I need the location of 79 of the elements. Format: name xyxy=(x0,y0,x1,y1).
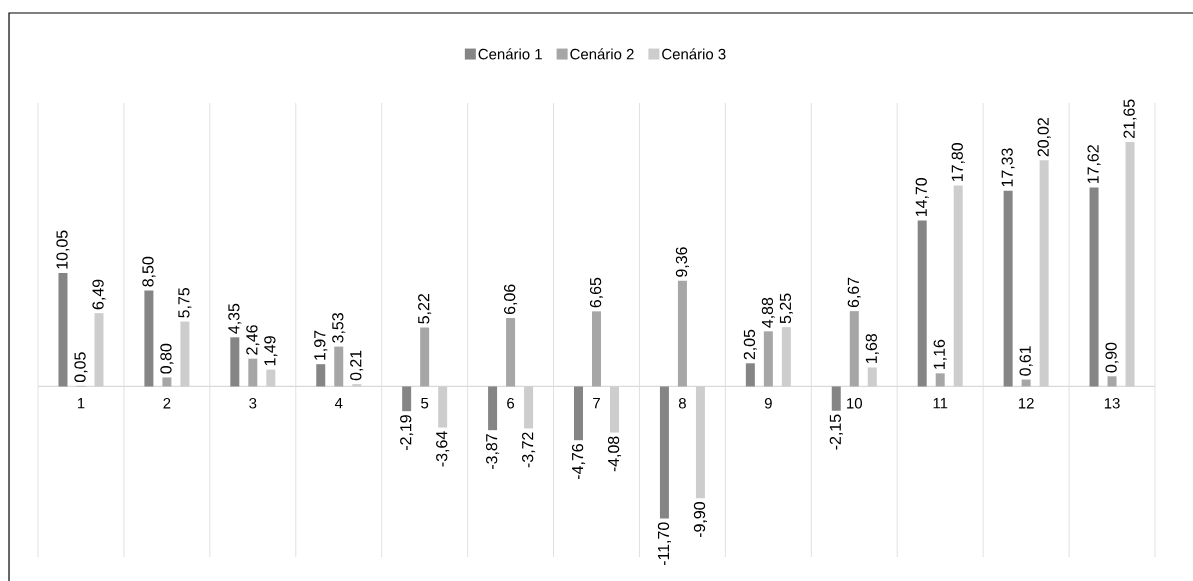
bar xyxy=(917,220,927,387)
x-tick-label: 13 xyxy=(1104,397,1120,409)
data-label: 9,36 xyxy=(675,247,689,277)
data-label: 1,16 xyxy=(933,339,947,369)
x-tick-label: 5 xyxy=(421,397,429,409)
data-label: 0,05 xyxy=(74,352,88,383)
x-tick-label: 4 xyxy=(334,397,343,409)
bar xyxy=(763,331,773,387)
data-label: -11,70 xyxy=(657,522,671,566)
data-label: -2,15 xyxy=(829,414,843,450)
data-label: -4,08 xyxy=(607,436,622,472)
data-label: 5,75 xyxy=(178,287,192,318)
bar xyxy=(831,386,841,411)
bar xyxy=(402,386,412,412)
data-label: 1,49 xyxy=(264,336,278,366)
data-label: 0,80 xyxy=(160,343,174,374)
data-label: 0,21 xyxy=(350,350,364,381)
bar xyxy=(248,358,258,387)
data-label: 21,65 xyxy=(1123,99,1137,138)
data-label: 14,70 xyxy=(915,177,929,217)
bar xyxy=(592,311,601,387)
data-label: 6,49 xyxy=(92,279,106,310)
data-label: 17,62 xyxy=(1087,145,1101,184)
data-label: 8,50 xyxy=(142,256,156,287)
data-label: 1,97 xyxy=(314,330,328,360)
data-label: -3,64 xyxy=(436,431,450,467)
data-label: 2,46 xyxy=(246,325,260,355)
bar xyxy=(162,377,172,387)
data-label: 4,88 xyxy=(761,297,775,328)
x-tick-label: 11 xyxy=(933,397,948,409)
x-tick-label: 9 xyxy=(764,397,772,409)
bar xyxy=(935,373,945,387)
bar xyxy=(677,280,687,387)
x-tick-label: 7 xyxy=(593,397,600,409)
bar xyxy=(1003,190,1013,387)
bar xyxy=(745,363,755,387)
data-label: 5,25 xyxy=(779,293,793,324)
bar xyxy=(334,346,344,387)
x-tick-label: 8 xyxy=(678,397,686,409)
bar xyxy=(574,386,584,441)
data-label: 6,67 xyxy=(847,277,861,308)
bar xyxy=(58,272,68,387)
bar xyxy=(144,290,154,387)
data-label: 10,05 xyxy=(56,230,70,269)
data-label: 1,68 xyxy=(865,333,879,364)
x-tick-label: 2 xyxy=(163,397,171,409)
data-label: 4,35 xyxy=(228,303,242,334)
data-label: 20,02 xyxy=(1037,118,1051,157)
data-label: 17,33 xyxy=(1001,148,1015,187)
legend-label: Cenário 3 xyxy=(662,48,726,60)
data-label: -2,19 xyxy=(400,415,414,451)
data-label: 0,90 xyxy=(1105,342,1119,373)
bar xyxy=(506,318,516,387)
x-tick-label: 12 xyxy=(1018,397,1034,409)
bar xyxy=(1089,187,1099,387)
bar xyxy=(488,386,498,431)
bar xyxy=(420,327,430,387)
data-label: 2,05 xyxy=(743,329,757,360)
x-tick-label: 3 xyxy=(249,397,257,409)
data-label: 5,22 xyxy=(418,294,432,324)
data-label: 17,80 xyxy=(951,142,965,182)
bar xyxy=(316,364,326,387)
data-label: 3,53 xyxy=(332,313,346,343)
x-tick-label: 1 xyxy=(77,397,85,409)
bar xyxy=(849,311,859,387)
data-label: -4,76 xyxy=(571,444,586,480)
data-label: 6,65 xyxy=(589,277,604,308)
legend-label: Cenário 1 xyxy=(478,48,542,60)
data-label: -3,87 xyxy=(486,434,500,469)
x-tick-label: 10 xyxy=(847,397,862,409)
data-label: -9,90 xyxy=(693,502,707,538)
bar xyxy=(659,386,669,519)
x-tick-label: 6 xyxy=(507,397,515,409)
legend-label: Cenário 2 xyxy=(570,48,634,60)
bar xyxy=(230,337,240,387)
data-label: 6,06 xyxy=(504,284,518,314)
bar xyxy=(1107,376,1117,387)
data-label: -3,72 xyxy=(522,432,536,468)
data-label: 0,61 xyxy=(1019,346,1033,376)
